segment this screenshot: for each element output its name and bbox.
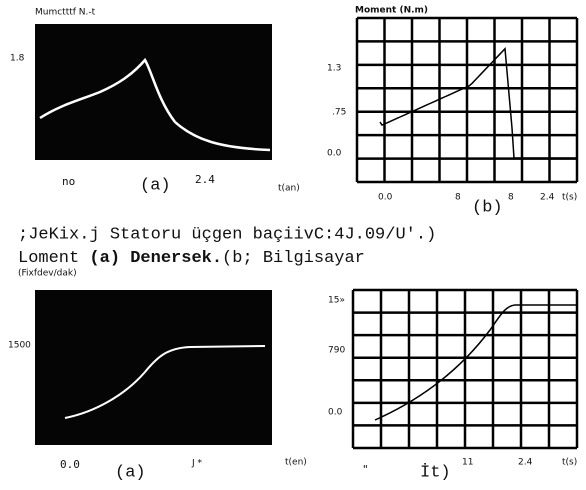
waveform	[374, 304, 577, 421]
caption-bold: (a) Denersek.	[89, 249, 222, 268]
panel-label: (a)	[115, 463, 146, 482]
waveform	[379, 47, 577, 159]
unit-note: (Fixfdev/dak)	[18, 269, 77, 279]
y-tick: 1500	[8, 341, 31, 351]
panel-label: İt)	[420, 462, 451, 482]
x-tick: 11	[462, 458, 473, 468]
x-tick: 2.4	[540, 193, 555, 203]
caption-text: Loment	[18, 249, 79, 268]
x-label: t(an)	[278, 184, 300, 194]
grid	[351, 288, 579, 450]
x-tick: no	[62, 175, 75, 188]
x-tick: 0.0	[378, 193, 393, 203]
waveform	[64, 345, 266, 419]
x-label: t(en)	[285, 458, 307, 468]
x-tick: 2.4	[518, 458, 533, 468]
waveform	[39, 57, 271, 152]
x-tick: 0.0	[60, 458, 80, 471]
y-tick: 0.0	[327, 149, 342, 159]
caption-text: (b; Bilgisayar	[222, 249, 365, 268]
y-tick: 15»	[328, 296, 345, 306]
y-tick: .75	[332, 108, 346, 118]
y-tick: 790	[328, 346, 345, 356]
panel-label: (a)	[140, 176, 171, 195]
y-tick: 0.0	[328, 408, 343, 418]
panel-label: (b)	[472, 198, 503, 217]
caption-line: Loment (a) Denersek.(b; Bilgisayar	[18, 249, 365, 268]
scope-screen	[35, 290, 272, 445]
scope-screen	[35, 24, 272, 160]
x-label: t(s)	[562, 458, 577, 468]
grid	[355, 16, 579, 184]
x-tick: 8	[508, 193, 514, 203]
x-tick: 8	[455, 193, 461, 203]
y-tick: 1.3	[327, 64, 341, 74]
x-tick: 2.4	[195, 173, 215, 186]
x-tick: J *	[191, 459, 203, 469]
y-label: Moment (N.m)	[355, 6, 428, 16]
x-tick: "	[362, 463, 369, 476]
y-tick: 1.8	[10, 54, 25, 64]
x-label: t(s)	[562, 193, 577, 203]
caption-line: ;JeKix.j Statoru üçgen baçiivC:4J.09/U'.…	[18, 225, 436, 244]
y-label: Mumctttf N.-t	[35, 8, 96, 18]
